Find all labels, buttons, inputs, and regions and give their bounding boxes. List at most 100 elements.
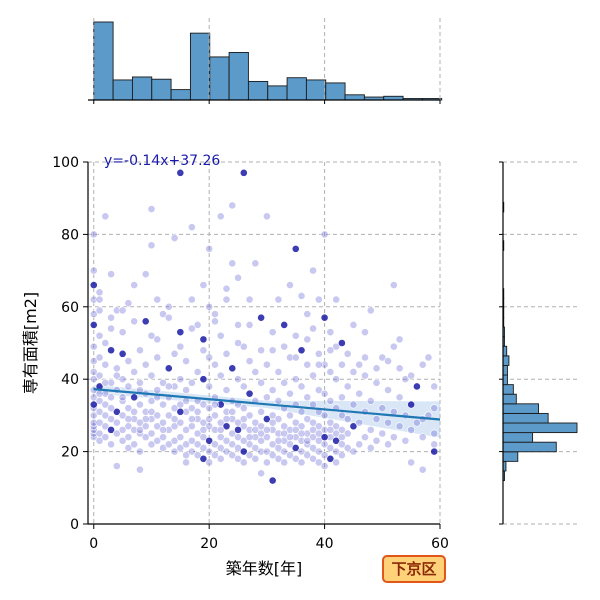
scatter-point xyxy=(95,306,104,315)
scatter-point xyxy=(332,447,341,456)
scatter-point xyxy=(153,295,162,304)
y-tick-label: 100 xyxy=(52,155,79,171)
scatter-point xyxy=(130,440,139,449)
scatter-point xyxy=(89,400,98,409)
scatter-point xyxy=(147,429,156,438)
y-tick-label: 80 xyxy=(61,227,79,243)
scatter-point xyxy=(401,436,410,445)
scatter-point xyxy=(141,360,150,369)
scatter-point xyxy=(338,451,346,460)
scatter-point xyxy=(101,400,110,409)
scatter-point xyxy=(199,425,208,434)
scatter-point xyxy=(303,360,312,369)
scatter-point xyxy=(297,382,306,391)
scatter-point xyxy=(355,418,364,427)
scatter-point xyxy=(314,295,323,304)
scatter-point xyxy=(274,368,283,376)
scatter-point xyxy=(228,429,237,438)
scatter-point xyxy=(153,335,162,344)
scatter-point xyxy=(211,360,219,369)
scatter-point xyxy=(107,425,115,434)
scatter-points xyxy=(89,168,439,485)
scatter-point xyxy=(320,360,329,369)
scatter-point xyxy=(262,425,271,434)
x-hist-bar xyxy=(305,79,327,101)
scatter-point xyxy=(112,306,121,315)
scatter-point xyxy=(107,313,115,322)
scatter-point xyxy=(89,310,98,318)
scatter-point xyxy=(389,433,398,442)
scatter-point xyxy=(101,422,110,431)
scatter-point xyxy=(187,422,196,431)
scatter-point xyxy=(291,375,300,384)
x-tick-label: 40 xyxy=(316,536,334,552)
x-axis-title: 築年数[年] xyxy=(226,559,303,578)
scatter-point xyxy=(205,244,214,253)
scatter-point xyxy=(147,397,156,405)
regression-line-group xyxy=(93,388,441,421)
scatter-point xyxy=(159,378,167,387)
x-hist-bar xyxy=(209,56,230,101)
scatter-point xyxy=(257,407,266,416)
scatter-point xyxy=(424,353,433,362)
scatter-point xyxy=(320,462,329,470)
scatter-point xyxy=(147,371,156,380)
scatter-point xyxy=(159,418,167,427)
scatter-point xyxy=(251,425,260,434)
scatter-point xyxy=(124,357,133,365)
scatter-point xyxy=(95,288,104,297)
scatter-point xyxy=(309,371,317,380)
scatter-point xyxy=(130,281,139,289)
scatter-point xyxy=(89,295,98,304)
scatter-point xyxy=(211,411,219,420)
y-hist-bar xyxy=(502,432,534,443)
scatter-point xyxy=(170,349,179,358)
scatter-point xyxy=(309,425,317,434)
scatter-point xyxy=(262,393,271,402)
scatter-point xyxy=(130,368,139,376)
scatter-point xyxy=(262,447,271,456)
scatter-point xyxy=(430,382,439,391)
x-hist-bar xyxy=(93,21,114,101)
scatter-point xyxy=(343,429,352,438)
scatter-point xyxy=(199,281,208,289)
scatter-point xyxy=(343,382,352,391)
scatter-point xyxy=(205,436,214,445)
scatter-point xyxy=(407,458,416,467)
scatter-point xyxy=(349,368,358,376)
main-axes: 0 20 40 60 0 20 40 60 80 100 xyxy=(52,155,449,552)
scatter-point xyxy=(141,317,150,326)
scatter-point xyxy=(274,454,283,463)
scatter-point xyxy=(112,418,121,427)
scatter-point xyxy=(234,425,242,434)
scatter-point xyxy=(176,418,185,427)
scatter-point xyxy=(141,270,150,279)
scatter-point xyxy=(182,425,190,434)
scatter-point xyxy=(89,320,98,329)
scatter-point xyxy=(303,436,312,445)
scatter-point xyxy=(193,320,202,329)
scatter-point xyxy=(332,458,341,467)
scatter-point xyxy=(101,339,110,347)
scatter-point xyxy=(349,320,358,329)
x-tick-label: 20 xyxy=(200,536,218,552)
y-hist-bar xyxy=(502,422,578,434)
scatter-point xyxy=(205,302,214,311)
scatter-point xyxy=(170,436,179,445)
scatter-point xyxy=(291,353,300,362)
scatter-point xyxy=(147,205,156,213)
scatter-point xyxy=(199,335,208,344)
scatter-point xyxy=(153,422,162,431)
scatter-point xyxy=(124,433,133,442)
scatter-point xyxy=(170,415,179,423)
scatter-point xyxy=(211,317,219,326)
scatter-point xyxy=(159,310,167,318)
scatter-point xyxy=(245,295,254,304)
scatter-point xyxy=(297,429,306,438)
regression-line xyxy=(93,388,441,421)
scatter-point xyxy=(297,292,306,300)
scatter-point xyxy=(147,241,156,250)
scatter-point xyxy=(187,223,196,232)
scatter-point xyxy=(257,378,266,387)
x-tick-label: 0 xyxy=(89,536,98,552)
